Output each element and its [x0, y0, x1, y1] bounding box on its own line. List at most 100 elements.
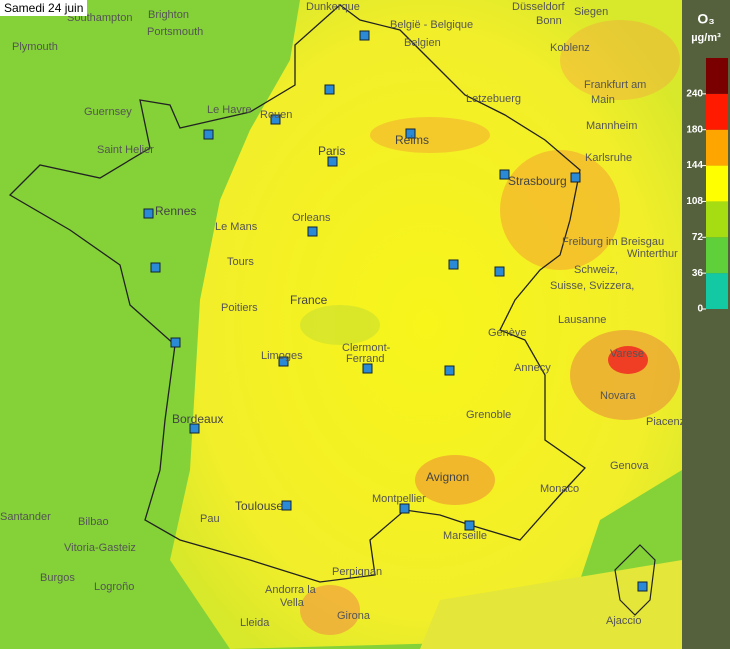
stations: [143, 30, 648, 592]
station[interactable]: [405, 128, 416, 139]
place-label: Paris: [318, 144, 345, 158]
station[interactable]: [203, 129, 214, 140]
legend-band: [706, 165, 728, 202]
place-label: Perpignan: [332, 566, 382, 578]
station[interactable]: [189, 423, 200, 434]
place-label: Andorra la: [265, 584, 317, 596]
place-label: Logroño: [94, 581, 134, 593]
station[interactable]: [359, 30, 370, 41]
place-label: Letzebuerg: [466, 93, 521, 105]
place-label: Santander: [0, 511, 51, 523]
place-label: Plymouth: [12, 41, 58, 53]
place-label: Brighton: [148, 9, 189, 21]
place-label: Burgos: [40, 572, 75, 584]
ozone-orange: [300, 585, 360, 635]
legend-unit: µg/m³: [691, 32, 721, 44]
place-label: Le Havre: [207, 104, 252, 116]
place-label: Vella: [280, 597, 305, 609]
station[interactable]: [170, 337, 181, 348]
place-label: Rennes: [155, 204, 196, 218]
place-label: Karlsruhe: [585, 152, 632, 164]
place-label: Schweiz,: [574, 264, 618, 276]
ozone-orange: [370, 117, 490, 153]
station[interactable]: [570, 172, 581, 183]
place-label: Clermont-: [342, 342, 391, 354]
station[interactable]: [448, 259, 459, 270]
legend-tick-label: 0: [697, 304, 703, 315]
legend-tick-label: 108: [686, 196, 703, 207]
place-label: Ajaccio: [606, 615, 641, 627]
place-label: Piacenza: [646, 416, 692, 428]
corsica-border: [614, 544, 656, 616]
place-label: Monaco: [540, 483, 579, 495]
place-label: Girona: [337, 610, 371, 622]
place-label: Winterthur: [627, 248, 678, 260]
station[interactable]: [499, 169, 510, 180]
date-label: Samedi 24 juin: [0, 0, 88, 16]
place-label: Grenoble: [466, 409, 511, 421]
ozone-green: [300, 305, 380, 345]
station[interactable]: [270, 114, 281, 125]
place-label: Limoges: [261, 350, 303, 362]
legend-tick-label: 72: [692, 232, 704, 243]
place-label: Düsseldorf: [512, 1, 566, 13]
place-label: Bordeaux: [172, 412, 223, 426]
ozone-red: [608, 346, 648, 374]
station[interactable]: [307, 226, 318, 237]
place-label: Koblenz: [550, 42, 590, 54]
place-label: Mannheim: [586, 120, 637, 132]
station[interactable]: [324, 84, 335, 95]
place-label: Avignon: [426, 470, 469, 484]
legend-band: [706, 58, 728, 94]
station[interactable]: [362, 363, 373, 374]
place-label: Belgien: [404, 37, 441, 49]
france-border: [8, 4, 586, 583]
station[interactable]: [399, 503, 410, 514]
place-label: Bilbao: [78, 516, 109, 528]
place-labels: Southampton BrightonDunkerquePlymouthPort…: [0, 1, 692, 629]
legend-band: [706, 237, 728, 274]
place-label: Rouen: [260, 109, 292, 121]
place-label: Main: [591, 94, 615, 106]
station[interactable]: [637, 581, 648, 592]
ozone-orange: [415, 455, 495, 505]
place-label: Ferrand: [346, 353, 385, 365]
place-label: Genève: [488, 327, 527, 339]
ozone-orange: [500, 150, 620, 270]
legend-band: [706, 93, 728, 130]
place-label: Le Mans: [215, 221, 258, 233]
place-label: Pau: [200, 513, 220, 525]
place-label: Saint Helier: [97, 144, 154, 156]
place-label: Strasbourg: [508, 174, 567, 188]
station[interactable]: [278, 356, 289, 367]
legend-title: O₃: [697, 11, 714, 27]
place-label: Genova: [610, 460, 649, 472]
station[interactable]: [327, 156, 338, 167]
place-label: Lleida: [240, 617, 270, 629]
legend-scale: 0 36 72 108 144 180 240: [686, 58, 728, 315]
place-label: Poitiers: [221, 302, 258, 314]
station[interactable]: [464, 520, 475, 531]
legend-tick-label: 240: [686, 88, 703, 99]
place-label: Freiburg im Breisgau: [562, 236, 664, 248]
place-label: Vitoria-Gasteiz: [64, 542, 136, 554]
place-label: Dunkerque: [306, 1, 360, 13]
ozone-orange: [560, 20, 680, 100]
place-label: Guernsey: [84, 106, 132, 118]
station[interactable]: [444, 365, 455, 376]
station[interactable]: [150, 262, 161, 273]
place-label: Portsmouth: [147, 26, 203, 38]
legend-band: [706, 201, 728, 238]
place-label: Frankfurt am: [584, 79, 646, 91]
station[interactable]: [494, 266, 505, 277]
station[interactable]: [143, 208, 154, 219]
place-label: Siegen: [574, 6, 608, 18]
place-label: Novara: [600, 390, 636, 402]
station[interactable]: [281, 500, 292, 511]
legend-tick-label: 180: [686, 124, 703, 135]
place-label: Marseille: [443, 530, 487, 542]
legend-band: [706, 129, 728, 166]
ozone-orange: [570, 330, 680, 420]
